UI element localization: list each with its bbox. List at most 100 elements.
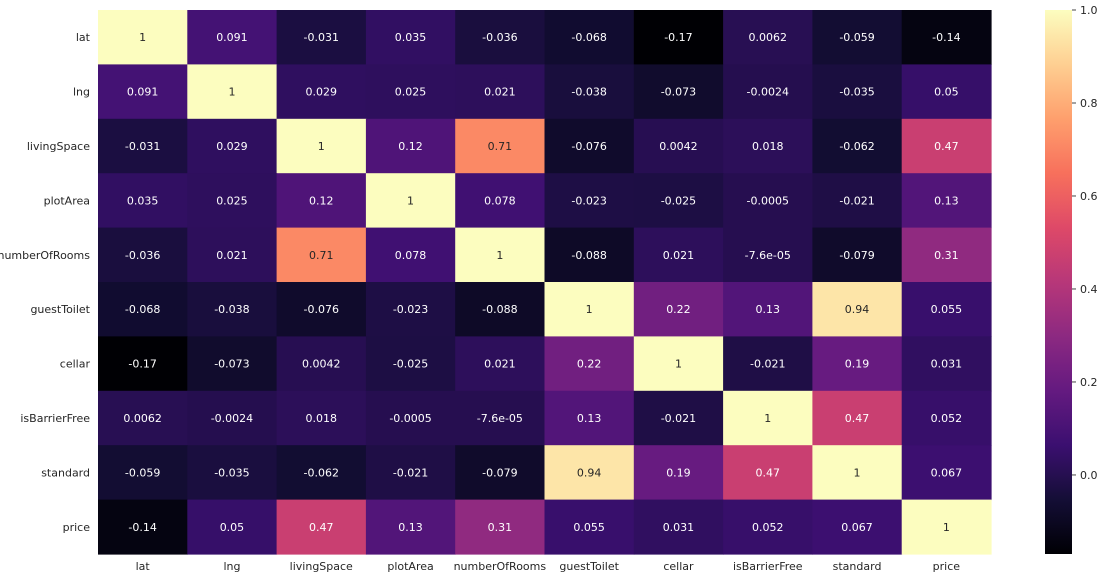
heatmap-cell	[187, 282, 278, 337]
heatmap-cell	[633, 118, 724, 174]
cell-value: -0.068	[571, 31, 606, 44]
cell-value: 0.021	[216, 249, 248, 262]
heatmap-cell	[187, 336, 278, 392]
heatmap-cell	[901, 390, 992, 446]
heatmap-cell	[365, 445, 456, 501]
heatmap-cell	[812, 227, 903, 283]
heatmap-cell	[901, 336, 992, 392]
heatmap-cell	[276, 10, 367, 65]
cell-value: 0.22	[666, 303, 691, 316]
heatmap-cell	[455, 282, 546, 337]
cell-value: 0.031	[931, 358, 963, 371]
heatmap-cell	[187, 445, 278, 501]
heatmap-cell	[633, 173, 724, 229]
heatmap-cell	[276, 499, 367, 555]
heatmap-cell	[455, 227, 546, 283]
heatmap-cell	[187, 227, 278, 283]
heatmap-cell	[276, 445, 367, 501]
cell-value: 0.47	[934, 140, 959, 153]
cell-value: 0.71	[488, 140, 513, 153]
cell-value: 0.31	[488, 521, 513, 534]
cell-value: 0.055	[931, 303, 963, 316]
column-label: lat	[136, 560, 151, 573]
column-label: livingSpace	[290, 560, 353, 573]
heatmap-cell	[544, 173, 635, 229]
cell-value: 0.47	[756, 466, 781, 479]
cell-value: 0.94	[845, 303, 870, 316]
heatmap-cell	[723, 390, 813, 446]
cell-value: 0.19	[666, 466, 691, 479]
cell-value: -0.023	[571, 194, 606, 207]
row-label: isBarrierFree	[20, 412, 90, 425]
heatmap-cell	[901, 10, 992, 65]
colorbar-tick-label: 0.2	[1080, 376, 1098, 389]
heatmap-cell	[455, 173, 546, 229]
cell-value: -0.021	[839, 194, 874, 207]
heatmap-cell	[455, 445, 546, 501]
heatmap-cell	[455, 118, 546, 174]
heatmap-cell	[365, 118, 456, 174]
heatmap-cell	[812, 499, 903, 555]
cell-value: -0.031	[304, 31, 339, 44]
column-label: lng	[223, 560, 240, 573]
cell-value: 0.025	[395, 86, 427, 99]
cell-value: 0.13	[756, 303, 781, 316]
cell-value: -0.088	[482, 303, 517, 316]
heatmap-cell	[544, 282, 635, 337]
x-tick-labels: lat lng livingSpace plotArea numberOfRooms gu…	[136, 560, 961, 573]
row-label: guestToilet	[30, 303, 90, 316]
heatmap-cell	[901, 282, 992, 337]
column-label: plotArea	[387, 560, 433, 573]
cell-value: -0.021	[393, 466, 428, 479]
cell-value: 0.035	[395, 31, 427, 44]
cell-value: 0.018	[752, 140, 784, 153]
heatmap-cell	[276, 118, 367, 174]
heatmap-cell	[544, 10, 635, 65]
heatmap-cell	[544, 336, 635, 392]
row-label: lat	[76, 31, 91, 44]
heatmap-cell	[187, 64, 278, 120]
heatmap-cell	[633, 336, 724, 392]
heatmap-cell	[365, 282, 456, 337]
cell-value: 0.47	[309, 521, 334, 534]
cell-value: 0.021	[484, 86, 516, 99]
cell-value: 0.035	[127, 194, 159, 207]
heatmap-cell	[723, 118, 813, 174]
cell-value: 1	[139, 31, 146, 44]
cell-value: 1	[318, 140, 325, 153]
heatmap-cell	[901, 118, 992, 174]
colorbar-gradient	[1045, 10, 1072, 554]
heatmap-cell	[812, 64, 903, 120]
row-label: numberOfRooms	[0, 249, 90, 262]
cell-value: 0.078	[395, 249, 427, 262]
heatmap-cell	[276, 282, 367, 337]
heatmap-cell	[812, 336, 903, 392]
heatmap-cell	[187, 118, 278, 174]
cell-value: 0.0062	[749, 31, 788, 44]
cell-value: 1	[943, 521, 950, 534]
heatmap-cell	[455, 64, 546, 120]
heatmap-cell	[276, 64, 367, 120]
heatmap-cell	[276, 227, 367, 283]
heatmap-cell	[187, 10, 278, 65]
heatmap-cells	[98, 10, 992, 555]
heatmap-cell	[455, 10, 546, 65]
heatmap-cell	[633, 64, 724, 120]
cell-value: 0.052	[752, 521, 784, 534]
cell-value: -7.6e-05	[745, 249, 791, 262]
colorbar-tick-label: 0.0	[1080, 469, 1098, 482]
cell-value: -0.023	[393, 303, 428, 316]
heatmap-cell	[633, 10, 724, 65]
heatmap-cell	[98, 227, 188, 283]
cell-value: -0.025	[393, 358, 428, 371]
heatmap-cell	[365, 64, 456, 120]
cell-value: 0.19	[845, 358, 870, 371]
heatmap-cell	[723, 173, 813, 229]
cell-value: -0.035	[214, 466, 249, 479]
heatmap-cell	[276, 390, 367, 446]
cell-value: 0.052	[931, 412, 963, 425]
cell-value: -0.038	[571, 86, 606, 99]
cell-value: -0.073	[661, 86, 696, 99]
cell-value: 0.067	[931, 466, 963, 479]
